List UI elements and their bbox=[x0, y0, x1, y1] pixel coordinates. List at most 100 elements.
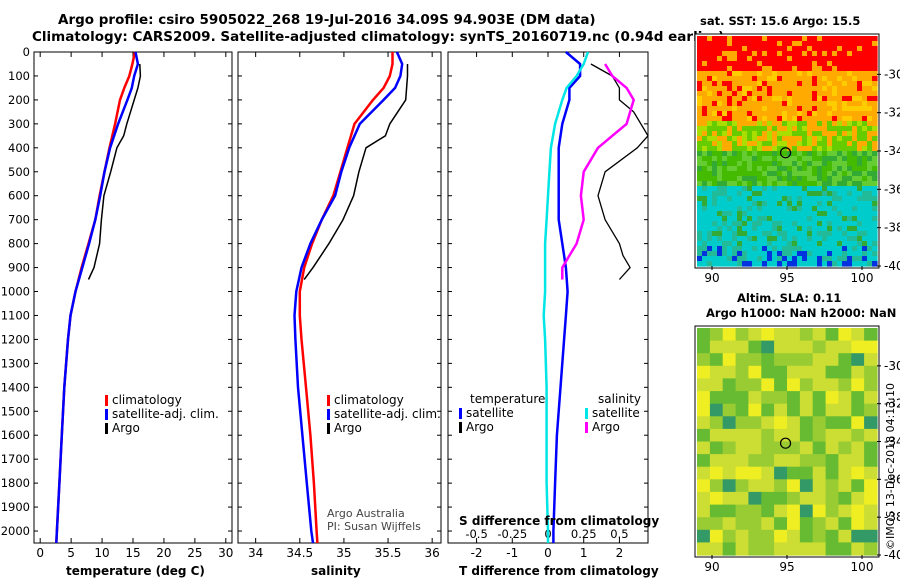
map-cell bbox=[847, 261, 853, 267]
map-cell bbox=[852, 101, 858, 107]
map-cell bbox=[737, 231, 743, 237]
map-cell bbox=[762, 131, 768, 137]
map-cell bbox=[847, 106, 853, 112]
map-cell bbox=[727, 201, 733, 207]
map-cell bbox=[777, 146, 783, 152]
map-cell bbox=[792, 81, 798, 87]
map-cell bbox=[852, 211, 858, 217]
map-cell bbox=[757, 166, 763, 172]
map-cell bbox=[727, 41, 733, 47]
map-cell bbox=[807, 191, 813, 197]
map-cell bbox=[872, 191, 878, 197]
map-cell bbox=[787, 211, 793, 217]
map-cell bbox=[777, 86, 783, 92]
map-cell bbox=[697, 231, 703, 237]
map-cell bbox=[852, 251, 858, 257]
top-tick-label: -0.5 bbox=[465, 527, 487, 541]
map-cell bbox=[867, 246, 873, 252]
map-cell bbox=[732, 186, 738, 192]
map-cell bbox=[817, 71, 823, 77]
map-cell bbox=[748, 340, 762, 354]
map-cell bbox=[762, 146, 768, 152]
map-cell bbox=[762, 226, 768, 232]
map-cell bbox=[812, 241, 818, 247]
map-cell bbox=[842, 101, 848, 107]
map-cell bbox=[792, 261, 798, 267]
map-cell bbox=[787, 166, 793, 172]
map-cell bbox=[737, 241, 743, 247]
map-cell bbox=[777, 191, 783, 197]
map-cell bbox=[807, 106, 813, 112]
map-cell bbox=[812, 41, 818, 47]
map-cell bbox=[742, 176, 748, 182]
map-cell bbox=[827, 161, 833, 167]
map-cell bbox=[697, 61, 703, 67]
x-tick-label: 20 bbox=[156, 546, 171, 560]
map-cell bbox=[797, 176, 803, 182]
map-cell bbox=[851, 466, 865, 480]
map-cell bbox=[709, 340, 724, 354]
map-cell bbox=[867, 196, 873, 202]
map-cell bbox=[712, 141, 718, 147]
map-cell bbox=[717, 86, 723, 92]
map-cell bbox=[772, 166, 778, 172]
map-cell bbox=[817, 191, 823, 197]
map-cell bbox=[787, 391, 801, 405]
map-cell bbox=[732, 261, 738, 267]
map-cell bbox=[709, 416, 724, 430]
map-cell bbox=[752, 151, 758, 157]
map-cell bbox=[777, 176, 783, 182]
map-cell bbox=[838, 428, 852, 443]
map-cell bbox=[847, 151, 853, 157]
map-cell bbox=[787, 51, 793, 57]
map-cell bbox=[782, 256, 788, 262]
map-cell bbox=[802, 126, 808, 132]
map-cell bbox=[832, 81, 838, 87]
sst-map-chart: 90 95 100-30-32-34-36-38-40 bbox=[694, 33, 900, 285]
map-cell bbox=[697, 353, 711, 367]
map-cell bbox=[827, 141, 833, 147]
y-tick-label: 2000 bbox=[1, 524, 30, 538]
map-cell bbox=[847, 191, 853, 197]
map-cell bbox=[747, 61, 753, 67]
map-cell bbox=[847, 136, 853, 142]
map-cell bbox=[807, 121, 813, 127]
map-cell bbox=[757, 121, 763, 127]
map-cell bbox=[872, 246, 878, 252]
map-cell bbox=[857, 256, 863, 262]
map-cell bbox=[872, 126, 878, 132]
map-cell bbox=[862, 126, 868, 132]
map-cell bbox=[722, 246, 728, 252]
map-cell bbox=[757, 191, 763, 197]
map-cell bbox=[842, 176, 848, 182]
map-cell bbox=[827, 121, 833, 127]
map-cell bbox=[862, 256, 868, 262]
map-cell bbox=[842, 191, 848, 197]
map-cell bbox=[837, 216, 843, 222]
map-cell bbox=[807, 186, 813, 192]
map-cell bbox=[792, 51, 798, 57]
map-cell bbox=[747, 201, 753, 207]
map-cell bbox=[792, 231, 798, 237]
map-cell bbox=[799, 466, 814, 480]
map-cell bbox=[827, 131, 833, 137]
x-tick-label: 95 bbox=[779, 560, 794, 574]
map-cell bbox=[842, 36, 848, 42]
map-cell bbox=[792, 241, 798, 247]
map-cell bbox=[837, 121, 843, 127]
map-cell bbox=[707, 236, 713, 242]
map-cell bbox=[827, 246, 833, 252]
map-cell bbox=[742, 106, 748, 112]
map-cell bbox=[812, 353, 827, 367]
map-cell bbox=[774, 340, 788, 354]
map-cell bbox=[762, 46, 768, 52]
y-tick-label: -30 bbox=[884, 359, 900, 373]
map-cell bbox=[799, 365, 814, 379]
map-cell bbox=[802, 171, 808, 177]
map-cell bbox=[842, 196, 848, 202]
map-cell bbox=[822, 146, 828, 152]
map-cell bbox=[712, 211, 718, 217]
map-cell bbox=[697, 216, 703, 222]
map-cell bbox=[777, 71, 783, 77]
map-cell bbox=[802, 131, 808, 137]
